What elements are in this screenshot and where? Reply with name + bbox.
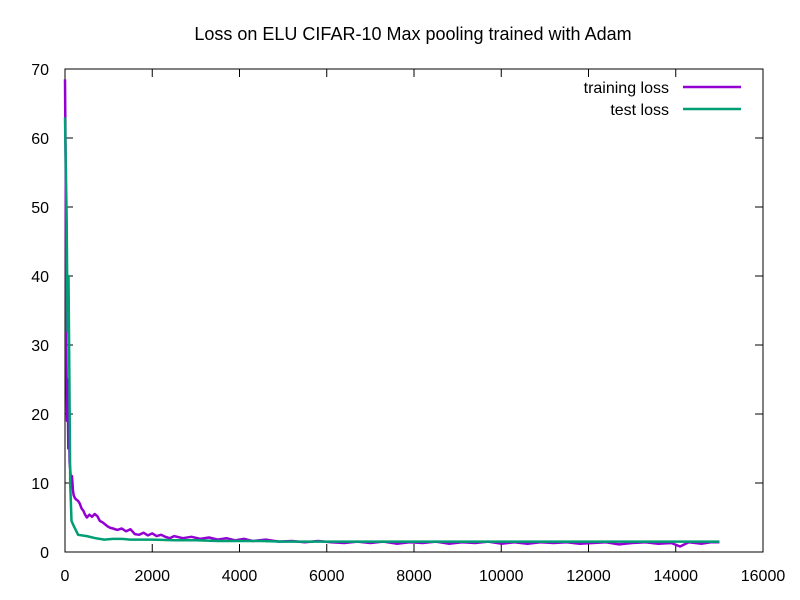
x-tick-label: 6000: [309, 568, 345, 585]
x-tick-label: 12000: [566, 568, 611, 585]
y-tick-label: 50: [31, 200, 49, 217]
x-tick-label: 10000: [479, 568, 524, 585]
y-tick-label: 20: [31, 407, 49, 424]
x-tick-label: 0: [61, 568, 70, 585]
y-tick-label: 10: [31, 476, 49, 493]
x-tick-label: 2000: [134, 568, 170, 585]
plot-area: 0 2000 4000 6000 8000 10000 12000 14000 16000 0 10…: [31, 62, 785, 585]
legend-label-test-loss: test loss: [610, 102, 669, 119]
x-tick-label: 8000: [396, 568, 432, 585]
test-loss-line: [63, 117, 720, 543]
y-tick-label: 0: [40, 545, 49, 562]
x-tick-label: 16000: [741, 568, 786, 585]
legend-label-training-loss: training loss: [584, 80, 669, 97]
x-tick-label: 4000: [222, 568, 258, 585]
y-tick-label: 30: [31, 338, 49, 355]
y-tick-label: 70: [31, 62, 49, 79]
y-tick-label: 60: [31, 131, 49, 148]
x-tick-label: 14000: [654, 568, 699, 585]
chart-title: Loss on ELU CIFAR-10 Max pooling trained…: [194, 24, 631, 44]
legend: training loss test loss: [584, 80, 741, 119]
y-tick-label: 40: [31, 269, 49, 286]
